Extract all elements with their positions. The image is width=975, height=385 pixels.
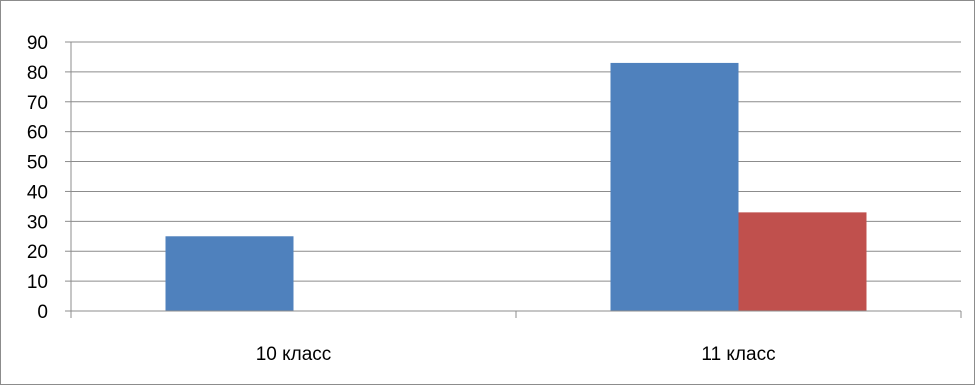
x-category-labels: 10 класс 11 класс	[256, 344, 776, 365]
y-tick-label: 90	[27, 33, 48, 54]
y-tick-label: 80	[27, 63, 48, 84]
y-tick-label: 50	[27, 153, 48, 174]
y-tick-label: 60	[27, 123, 48, 144]
y-tick-label: 40	[27, 182, 48, 203]
y-tick-label: 20	[27, 242, 48, 263]
y-tick-label: 0	[37, 302, 48, 323]
x-category-label: 11 класс	[701, 344, 775, 365]
bars	[165, 62, 867, 311]
y-tick-label: 70	[27, 93, 48, 114]
bar-series-1-2	[610, 62, 739, 311]
y-tick-labels: 0 10 20 30 40 50 60 70 80 90	[27, 33, 48, 323]
x-category-label: 10 класс	[256, 344, 332, 365]
y-tick-label: 10	[27, 272, 48, 293]
y-tick-label: 30	[27, 212, 48, 233]
axes	[65, 41, 962, 318]
bar-series-2-2	[738, 212, 867, 311]
bar-series-1-1	[165, 236, 294, 311]
